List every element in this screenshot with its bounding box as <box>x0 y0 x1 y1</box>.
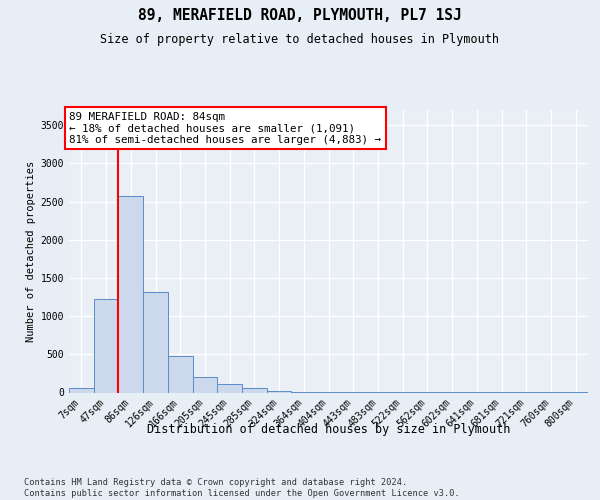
Text: Size of property relative to detached houses in Plymouth: Size of property relative to detached ho… <box>101 32 499 46</box>
Text: 89 MERAFIELD ROAD: 84sqm
← 18% of detached houses are smaller (1,091)
81% of sem: 89 MERAFIELD ROAD: 84sqm ← 18% of detach… <box>69 112 381 144</box>
Text: 89, MERAFIELD ROAD, PLYMOUTH, PL7 1SJ: 89, MERAFIELD ROAD, PLYMOUTH, PL7 1SJ <box>138 8 462 22</box>
Bar <box>143 292 168 392</box>
Text: Distribution of detached houses by size in Plymouth: Distribution of detached houses by size … <box>147 422 511 436</box>
Text: Contains HM Land Registry data © Crown copyright and database right 2024.
Contai: Contains HM Land Registry data © Crown c… <box>24 478 460 498</box>
Bar <box>69 388 94 392</box>
Bar <box>217 384 242 392</box>
Y-axis label: Number of detached properties: Number of detached properties <box>26 160 37 342</box>
Bar <box>193 377 217 392</box>
Bar <box>94 300 118 392</box>
Bar <box>242 388 267 392</box>
Bar <box>118 196 143 392</box>
Bar <box>168 356 193 393</box>
